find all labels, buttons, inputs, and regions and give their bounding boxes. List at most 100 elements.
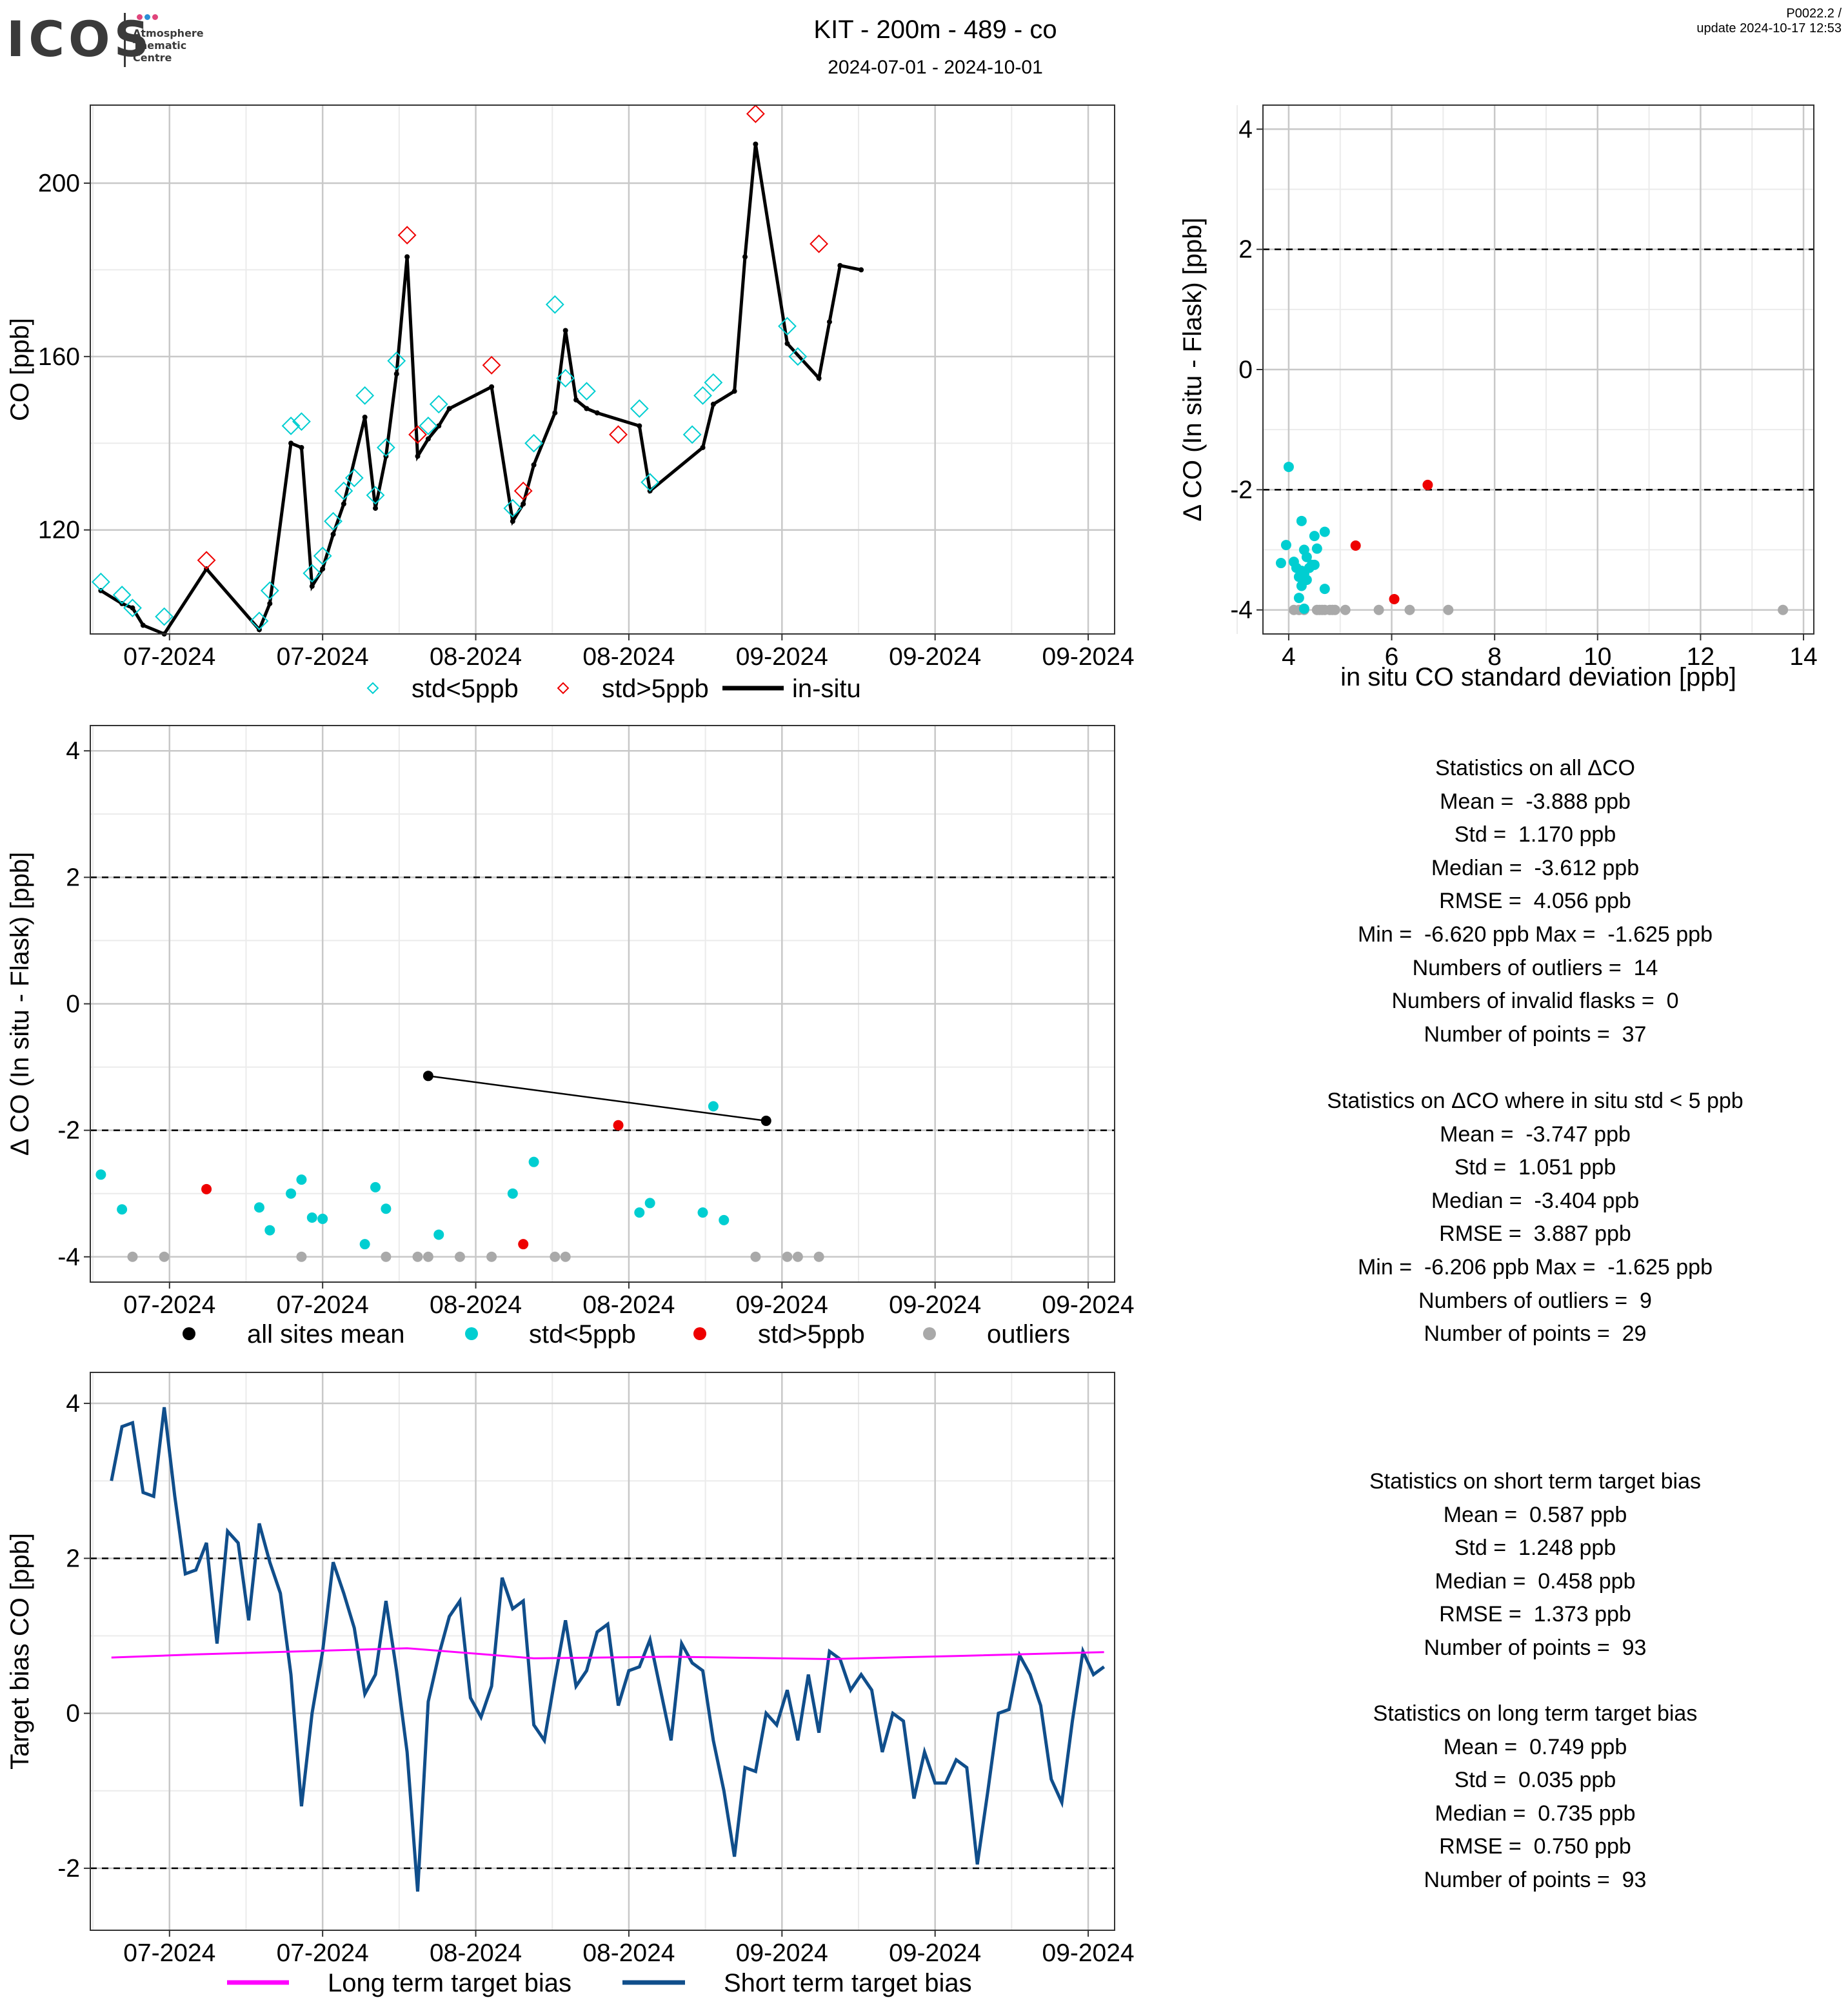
- x-tick-label: 07-2024: [277, 1291, 369, 1319]
- plot-frame: [90, 1372, 1115, 1931]
- delta-point-std-lt5: [117, 1204, 128, 1215]
- delta-point-outlier: [560, 1251, 571, 1262]
- y-axis-label: Δ CO (In situ - Flask) [ppb]: [6, 852, 34, 1156]
- in-situ-point: [288, 440, 294, 446]
- flask-point-std-lt5: [281, 416, 301, 435]
- in-situ-point: [140, 622, 146, 628]
- in-situ-point: [436, 423, 442, 429]
- in-situ-point: [826, 319, 832, 325]
- delta-point-std-lt5: [359, 1239, 370, 1250]
- scatter-point-std-lt5: [1298, 603, 1309, 614]
- scatter-point-std-lt5: [1311, 543, 1322, 554]
- in-situ-point: [859, 267, 864, 273]
- in-situ-point: [446, 406, 452, 411]
- in-situ-point: [594, 410, 600, 416]
- stats-line: Mean = -3.888 ppb: [1440, 789, 1631, 814]
- flask-point-std-lt5: [630, 399, 649, 418]
- stats-all: Statistics on all ΔCO Mean = -3.888 ppb …: [1213, 752, 1848, 1051]
- in-situ-point: [521, 501, 526, 507]
- y-tick-label: -2: [57, 1855, 80, 1883]
- legend-label: Short term target bias: [724, 1969, 972, 1997]
- x-tick-label: 4: [1282, 643, 1296, 671]
- x-tick-label: 09-2024: [736, 1939, 828, 1967]
- y-tick-label: 0: [66, 1700, 80, 1728]
- y-tick-label: -2: [1230, 476, 1253, 504]
- flask-point-std-lt5: [778, 317, 797, 336]
- stats-line: Mean = 0.749 ppb: [1443, 1734, 1627, 1759]
- in-situ-point: [710, 401, 716, 407]
- stats-line: Std = 1.170 ppb: [1454, 822, 1616, 847]
- flask-point-std-lt5: [250, 611, 269, 631]
- y-tick-label: 0: [1238, 356, 1253, 384]
- scatter-point-std-lt5: [1309, 559, 1320, 570]
- legend-marker-std-lt5: [366, 682, 379, 695]
- x-tick-label: 07-2024: [277, 643, 369, 671]
- y-tick-label: 120: [38, 517, 80, 544]
- x-tick-label: 09-2024: [736, 643, 828, 671]
- y-tick-label: 2: [1238, 236, 1253, 264]
- in-situ-point: [700, 444, 706, 450]
- y-tick-label: -4: [57, 1243, 80, 1271]
- y-tick-label: 200: [38, 170, 80, 197]
- y-tick-label: 4: [1238, 115, 1253, 143]
- flask-point-std-lt5: [577, 382, 596, 401]
- stats-line: RMSE = 1.373 ppb: [1439, 1602, 1631, 1627]
- logo-subtitle-line: Atmosphere: [133, 27, 204, 39]
- all-sites-mean-point: [760, 1115, 771, 1126]
- x-tick-label: 08-2024: [582, 1939, 675, 1967]
- x-tick-label: 09-2024: [889, 1291, 981, 1319]
- flask-point-std-lt5: [682, 425, 702, 444]
- in-situ-point: [415, 453, 421, 459]
- delta-point-std-gt5: [201, 1183, 212, 1194]
- in-situ-point: [393, 371, 399, 377]
- logo-subtitle-line: Thematic: [133, 39, 187, 52]
- logo-divider: [124, 13, 126, 67]
- x-tick-label: 07-2024: [123, 643, 215, 671]
- stats-line: RMSE = 3.887 ppb: [1439, 1221, 1631, 1247]
- flask-point-std-lt5: [788, 347, 808, 366]
- stats-all-title: Statistics on all ΔCO: [1435, 756, 1635, 780]
- in-situ-point: [573, 397, 579, 403]
- stats-line: Mean = -3.747 ppb: [1440, 1122, 1631, 1147]
- stats-short: Statistics on short term target bias Mea…: [1213, 1465, 1848, 1665]
- flask-point-std-gt5: [609, 425, 628, 444]
- flask-point-std-gt5: [746, 104, 765, 123]
- x-tick-label: 10: [1584, 643, 1611, 671]
- delta-point-outlier: [813, 1251, 824, 1262]
- stats-line: Numbers of outliers = 14: [1412, 955, 1658, 980]
- flask-point-std-lt5: [545, 295, 564, 314]
- legend-marker-all-sites-mean: [183, 1327, 195, 1340]
- scatter-point-std-lt5: [1283, 461, 1294, 472]
- delta-point-std-lt5: [708, 1101, 719, 1112]
- stats-line: Numbers of outliers = 9: [1418, 1288, 1652, 1313]
- x-tick-label: 8: [1487, 643, 1502, 671]
- stats-std5-title: Statistics on ΔCO where in situ std < 5 …: [1327, 1089, 1744, 1113]
- delta-point-outlier: [454, 1251, 465, 1262]
- in-situ-point: [404, 254, 410, 260]
- delta-point-outlier: [381, 1251, 392, 1262]
- x-axis-label: in situ CO standard deviation [ppb]: [1340, 663, 1736, 691]
- scatter-point-std-lt5: [1319, 584, 1330, 595]
- stats-line: Std = 1.051 ppb: [1454, 1155, 1616, 1180]
- legend-marker-std-lt5: [465, 1327, 478, 1340]
- logo-dots: [137, 12, 160, 21]
- page-subtitle: 2024-07-01 - 2024-10-01: [828, 57, 1043, 78]
- flask-point-std-lt5: [429, 395, 448, 414]
- scatter-point-std-lt5: [1296, 515, 1307, 526]
- y-tick-label: 4: [66, 737, 80, 765]
- y-tick-label: 4: [66, 1390, 80, 1418]
- in-situ-point: [341, 501, 346, 507]
- stats-line: Mean = 0.587 ppb: [1443, 1502, 1627, 1527]
- scatter-point-outlier: [1404, 604, 1415, 615]
- page-title: KIT - 200m - 489 - co: [813, 15, 1057, 44]
- legend-marker-std-gt5: [557, 682, 570, 695]
- scatter-point-std-gt5: [1350, 540, 1361, 551]
- flask-point-std-lt5: [344, 468, 364, 488]
- stats-line: RMSE = 0.750 ppb: [1439, 1834, 1631, 1859]
- delta-point-std-lt5: [306, 1212, 317, 1223]
- y-axis-label: CO [ppb]: [6, 318, 34, 421]
- legend-label: std<5ppb: [529, 1320, 636, 1349]
- flask-point-std-lt5: [303, 564, 322, 583]
- delta-point-outlier: [159, 1251, 170, 1262]
